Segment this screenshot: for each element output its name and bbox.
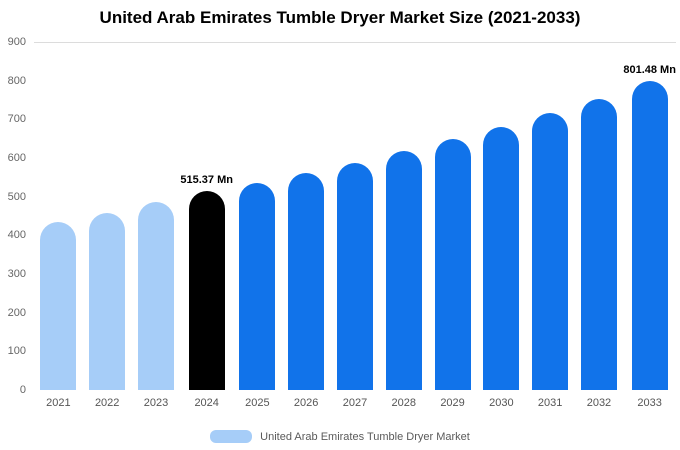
y-axis: 0 100 200 300 400 500 600 700 800 900 [0, 36, 28, 396]
bar-column-2025: 2025 [233, 43, 282, 409]
bar-column-2024: 515.37 Mn 2024 [180, 43, 233, 409]
y-tick-500: 500 [7, 190, 26, 203]
bar-2029[interactable] [434, 139, 471, 390]
bar-2022[interactable] [89, 212, 126, 390]
bar-column-2023: 2023 [132, 43, 181, 409]
data-label-2033: 801.48 Mn [623, 64, 676, 76]
bar-2023[interactable] [137, 202, 174, 390]
bar-column-2026: 2026 [282, 43, 331, 409]
bar-2028[interactable] [385, 151, 422, 390]
chart-title: United Arab Emirates Tumble Dryer Market… [99, 8, 581, 27]
x-tick-2021: 2021 [46, 397, 71, 409]
legend-label: United Arab Emirates Tumble Dryer Market [260, 430, 470, 443]
bar-2025[interactable] [239, 182, 276, 390]
bar-2026[interactable] [288, 172, 325, 390]
x-tick-2027: 2027 [342, 397, 368, 409]
y-tick-100: 100 [7, 345, 26, 358]
x-tick-2030: 2030 [489, 397, 514, 409]
y-tick-600: 600 [7, 152, 26, 164]
bar-2033[interactable] [631, 81, 668, 390]
plot-area: 2021 2022 2023 515.37 Mn 2024 2025 2026 2027 202… [34, 43, 676, 409]
legend[interactable]: United Arab Emirates Tumble Dryer Market [0, 430, 680, 443]
x-tick-2023: 2023 [143, 397, 169, 409]
bar-2021[interactable] [40, 222, 77, 390]
x-tick-2028: 2028 [391, 397, 416, 409]
x-tick-2032: 2032 [586, 397, 612, 409]
legend-swatch [210, 430, 253, 443]
bar-column-2032: 2032 [575, 43, 624, 409]
bar-column-2027: 2027 [331, 43, 380, 409]
y-tick-700: 700 [7, 113, 26, 126]
bar-2027[interactable] [336, 162, 373, 390]
x-tick-2033: 2033 [637, 397, 662, 409]
bar-2031[interactable] [532, 113, 569, 390]
y-tick-0: 0 [19, 384, 26, 396]
y-tick-900: 900 [7, 36, 26, 48]
bar-column-2021: 2021 [34, 43, 83, 409]
x-tick-2025: 2025 [245, 397, 270, 409]
bar-2032[interactable] [580, 98, 617, 390]
y-tick-400: 400 [7, 229, 26, 242]
plot-area-wrap: 2021 2022 2023 515.37 Mn 2024 2025 2026 2027 202… [34, 42, 676, 409]
y-tick-200: 200 [7, 306, 26, 319]
x-tick-2024: 2024 [194, 397, 219, 409]
bar-column-2030: 2030 [477, 43, 526, 409]
bar-column-2029: 2029 [428, 43, 477, 409]
bar-2030[interactable] [483, 126, 520, 390]
y-tick-800: 800 [7, 74, 26, 87]
x-tick-2029: 2029 [440, 397, 465, 409]
bar-column-2028: 2028 [379, 43, 428, 409]
bar-column-2031: 2031 [526, 43, 575, 409]
bar-column-2022: 2022 [83, 43, 132, 409]
bar-column-2033: 801.48 Mn 2033 [623, 43, 676, 409]
x-tick-2031: 2031 [537, 397, 563, 409]
y-tick-300: 300 [7, 268, 26, 280]
data-label-2024: 515.37 Mn [180, 174, 233, 187]
x-tick-2026: 2026 [293, 397, 319, 409]
bar-2024[interactable] [188, 191, 225, 390]
x-tick-2022: 2022 [94, 397, 120, 409]
